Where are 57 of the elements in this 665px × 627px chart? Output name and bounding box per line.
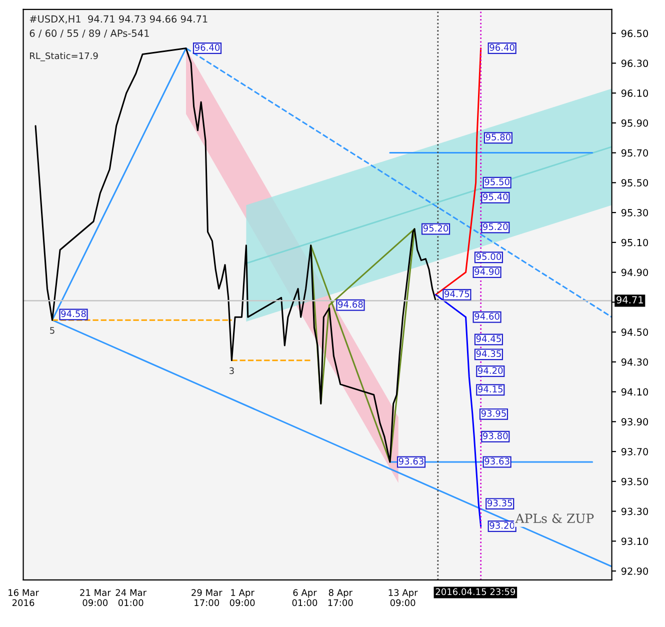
y-tick-label: 95.70 <box>621 149 648 157</box>
y-tick-label: 96.50 <box>621 30 648 38</box>
annotation: 93.35 <box>488 500 512 506</box>
annotation: 94.68 <box>338 300 363 308</box>
y-tick-label: 94.50 <box>621 328 648 336</box>
annotation: 5 <box>50 327 54 334</box>
annotation: 93.20 <box>490 522 514 529</box>
annotation: 95.50 <box>484 178 510 186</box>
y-tick-label: 93.50 <box>621 478 648 486</box>
y-tick-label: 95.50 <box>621 179 648 186</box>
annotation: 93.80 <box>483 432 508 440</box>
y-tick-label: 93.70 <box>621 448 648 456</box>
text: #USDX,H1 94.71 94.73 94.66 94.71 <box>30 15 208 24</box>
annotation: 95.40 <box>483 193 508 200</box>
y-tick-label: 93.10 <box>621 538 648 545</box>
y-tick-label: 93.30 <box>621 508 648 516</box>
annotation: 94.90 <box>474 268 500 275</box>
y-tick-label: 93.90 <box>621 418 648 426</box>
annotation: 94.58 <box>61 310 86 318</box>
y-tick-label: 94.10 <box>621 388 648 396</box>
annotation: 93.63 <box>398 458 424 465</box>
y-tick-label: 92.90 <box>621 567 648 575</box>
annotation: 3 <box>230 367 234 374</box>
annotation: 96.40 <box>194 44 220 51</box>
x-tick-label: 24 Mar 01:00 <box>116 589 147 606</box>
annotation: 94.60 <box>474 312 500 320</box>
y-tick-label: 95.30 <box>621 209 648 216</box>
text: 6 / 60 / 55 / 89 / APs-541 <box>30 30 149 38</box>
annotation: 95.80 <box>486 134 511 140</box>
ref-line-label: 2016.04.15 23:59 <box>436 588 516 596</box>
annotation: 95.20 <box>423 224 448 232</box>
x-tick-label: 13 Apr 09:00 <box>388 589 418 606</box>
annotation: 94.75 <box>444 290 470 298</box>
y-tick-label: 94.90 <box>621 268 648 276</box>
annotation: 94.15 <box>478 386 503 392</box>
annotation: 94.45 <box>476 335 501 342</box>
y-tick-label: 96.10 <box>621 90 648 97</box>
x-tick-label: 6 Apr 01:00 <box>292 589 318 606</box>
x-tick-label: 1 Apr 09:00 <box>230 589 255 606</box>
annotation: APLs & ZUP <box>515 514 594 524</box>
y-tick-label: 95.90 <box>621 119 648 127</box>
y-tick-label: 96.30 <box>621 60 648 68</box>
y-tick-label: 95.10 <box>621 238 648 246</box>
annotation: 93.95 <box>481 410 506 417</box>
x-tick-label: 21 Mar 09:00 <box>80 589 111 606</box>
annotation: 96.40 <box>490 44 514 51</box>
x-tick-label: 29 Mar 17:00 <box>192 589 222 606</box>
annotation: 94.20 <box>478 367 503 374</box>
annotation: 95.00 <box>476 253 502 260</box>
annotation: 95.20 <box>483 223 508 230</box>
y-tick-label: 94.30 <box>621 358 648 366</box>
x-tick-label: 8 Apr 17:00 <box>328 589 353 606</box>
annotation: 93.63 <box>484 458 510 465</box>
annotation: 94.35 <box>476 350 501 358</box>
ref-line-label: 94.71 <box>616 296 643 304</box>
annotation: RL_Static=17.9 <box>30 52 98 62</box>
x-tick-label: 16 Mar 2016 <box>8 589 39 606</box>
